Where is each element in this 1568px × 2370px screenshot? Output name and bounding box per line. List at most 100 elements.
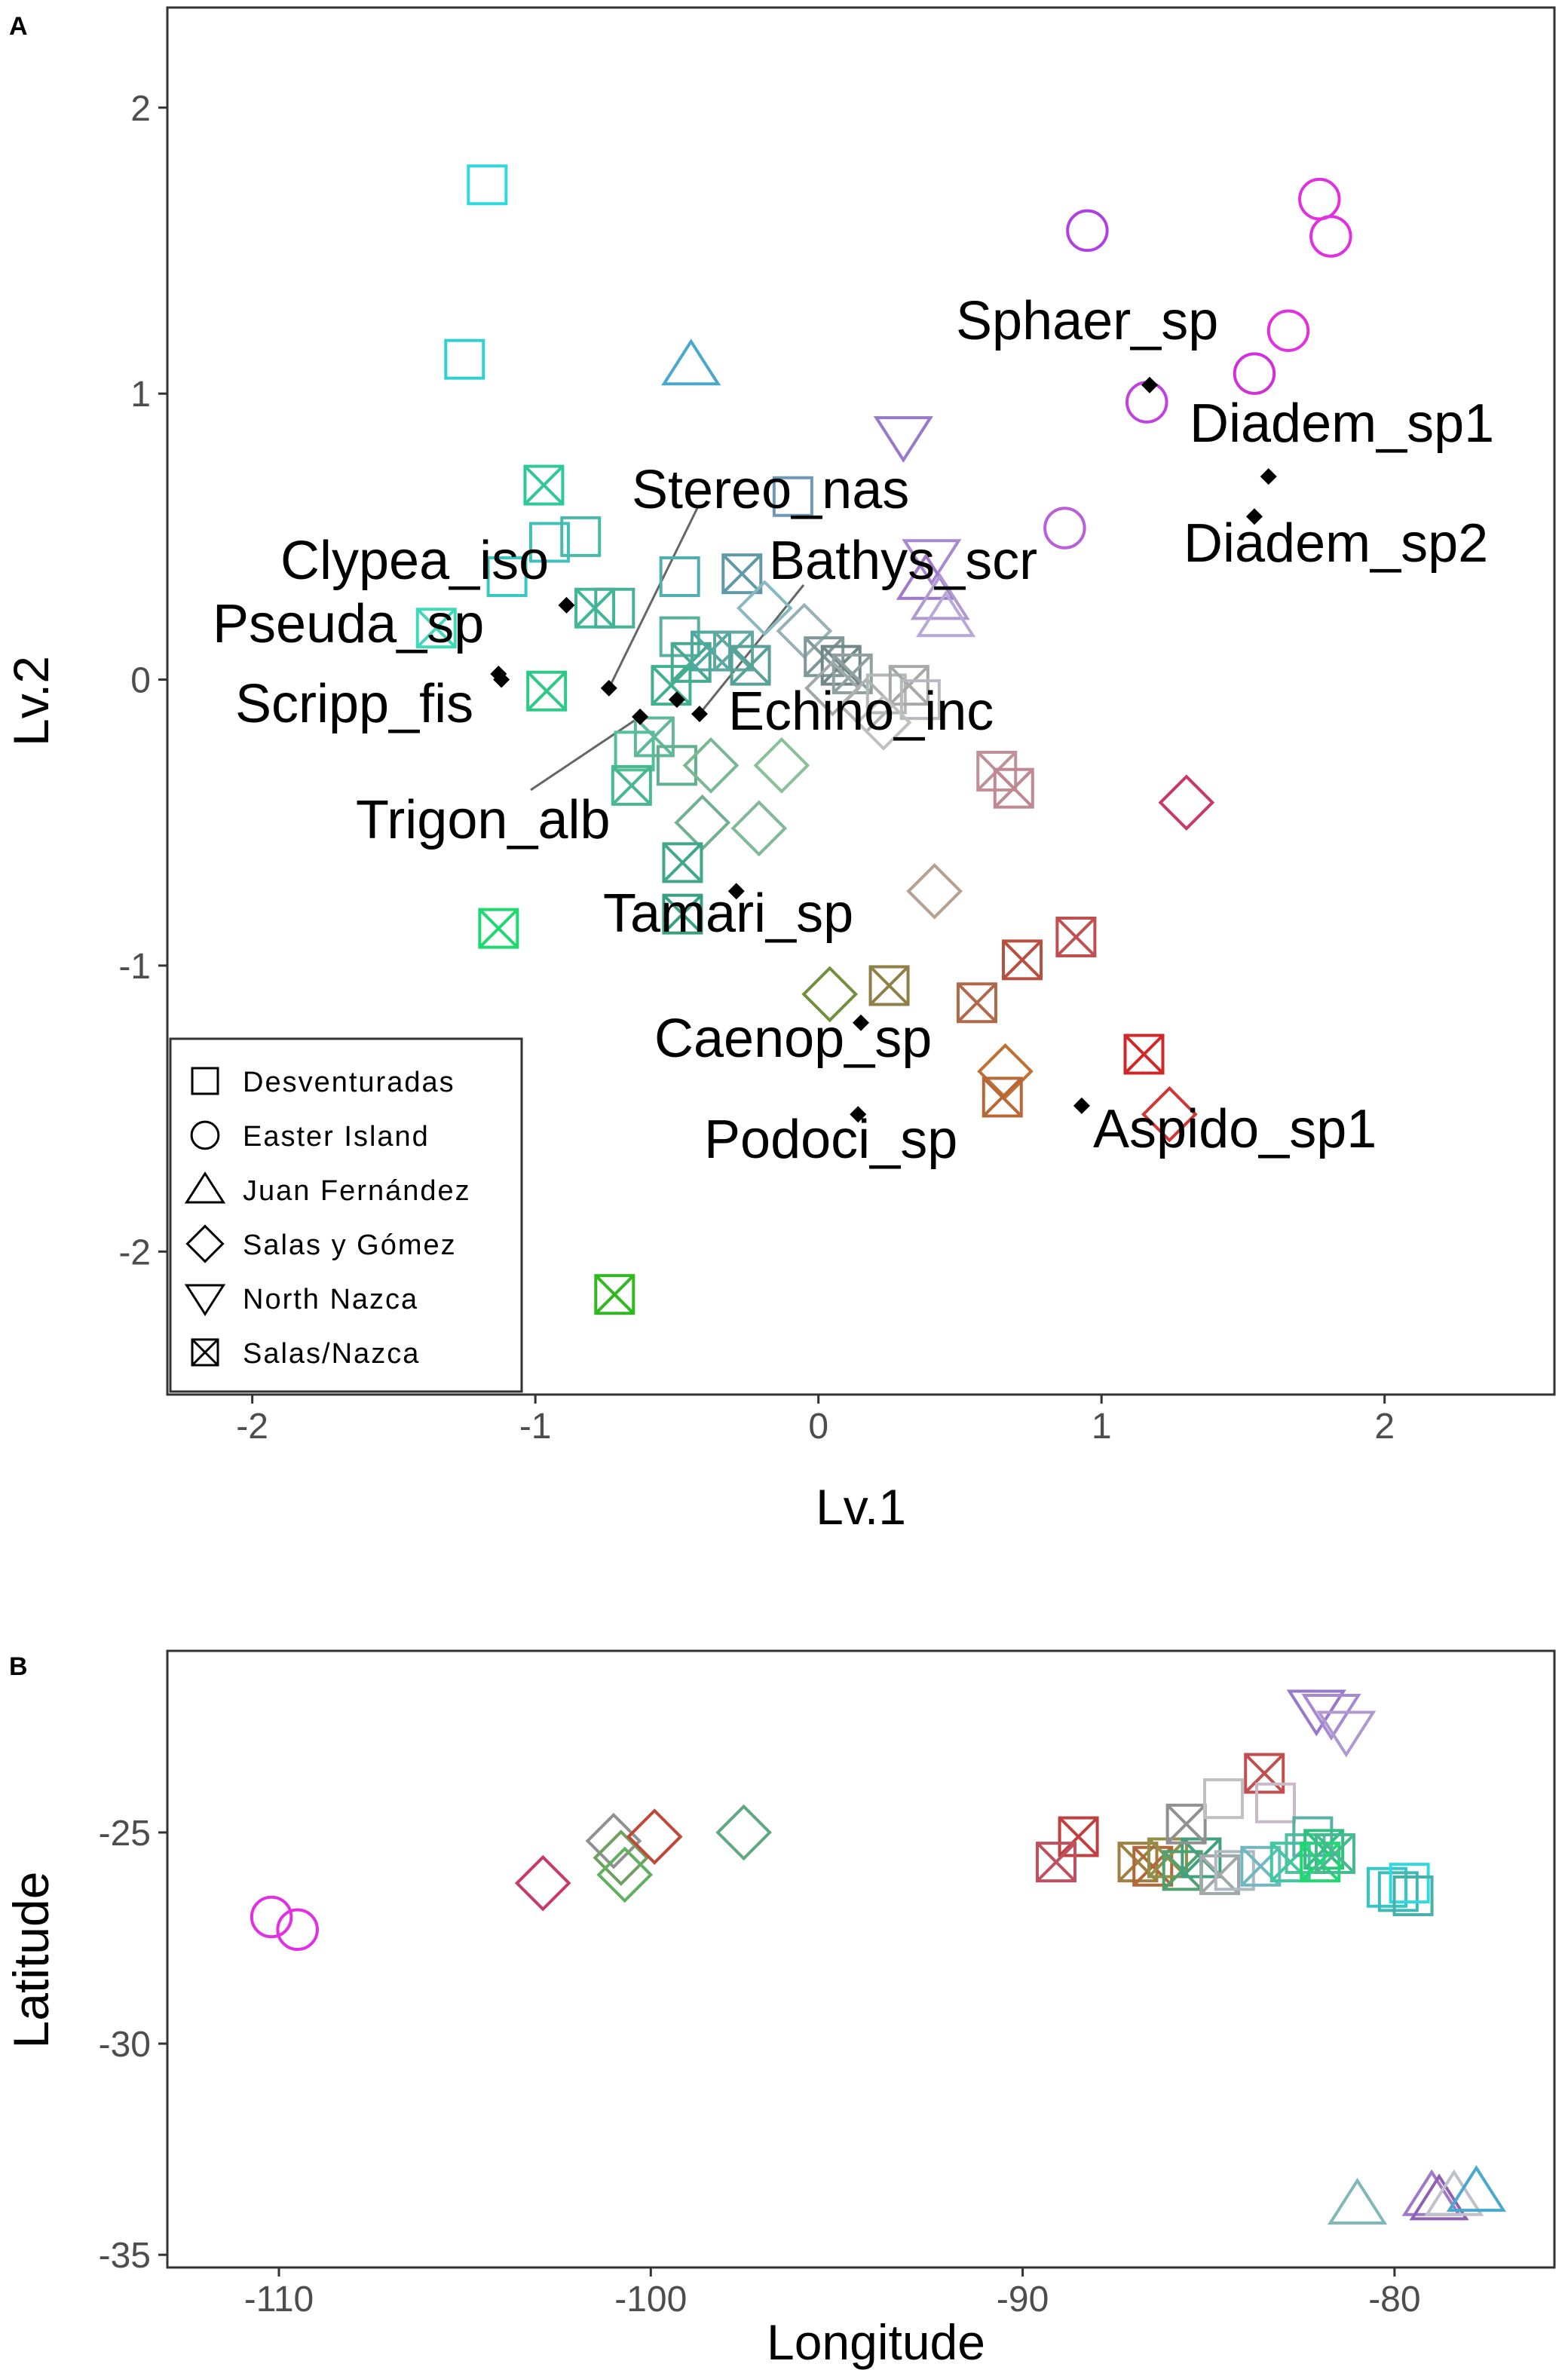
site-marker-a-10 [873,416,933,464]
y-tick-label: -35 [99,2236,151,2276]
site-marker-a-14 [916,590,976,638]
site-marker-b-34 [1392,1875,1434,1916]
panel-a-plot-border [166,6,1556,1396]
site-marker-b-1 [276,1908,319,1952]
site-marker-b-21 [1255,1782,1297,1823]
species-label-sphaer-sp: Sphaer_sp [956,291,1218,351]
species-label-diadem-sp1: Diadem_sp1 [1190,393,1494,454]
species-point-5 [691,706,708,723]
species-label-diadem-sp2: Diadem_sp2 [1184,513,1488,574]
panel-b-plot-border [166,1649,1556,2269]
x-tick-label: 2 [1374,1407,1395,1447]
site-marker-a-21 [721,553,763,595]
panel-b-letter: B [9,1652,28,1681]
site-marker-b-38 [1424,2169,1484,2216]
panel-a-y-axis-title: Lv.2 [3,656,59,746]
site-marker-a-6 [1266,309,1310,352]
site-marker-b-31 [1367,1866,1408,1908]
species-label-podoci-sp: Podoci_sp [704,1110,957,1170]
site-marker-a-4 [1298,177,1341,221]
species-label-clypea-iso: Clypea_iso [280,531,549,591]
site-marker-a-31 [651,665,692,706]
panel-a-species-labels: Sphaer_sp Diadem_sp1 Diadem_sp2 Stereo_nas C… [213,291,1494,1170]
site-marker-a-53 [478,908,519,949]
species-label-aspido-sp1: Aspido_sp1 [1093,1099,1377,1159]
site-marker-a-48 [753,737,810,794]
legend-label: North Nazca [243,1284,418,1315]
site-marker-a-51 [662,842,703,883]
site-marker-b-7 [715,1804,772,1861]
site-marker-a-20 [659,556,700,597]
legend: Desventuradas Easter Island Juan Fernández… [169,1037,523,1393]
species-point-11 [853,1014,869,1031]
species-point-4 [558,596,575,614]
site-marker-a-60 [956,982,997,1024]
species-point-1 [1260,468,1277,485]
panel-b-site-markers [250,1689,1506,2225]
legend-symbol-diamond [185,1224,225,1263]
site-marker-a-49 [674,794,731,851]
site-marker-a-41 [899,679,941,721]
site-marker-a-50 [730,800,788,857]
site-marker-a-39 [865,673,907,715]
x-tick-label: -1 [519,1407,552,1447]
species-label-stereo-nas: Stereo_nas [632,460,909,520]
panel-b-x-axis: -110 -100 -90 -80 [244,2267,1421,2319]
site-marker-a-56 [1158,774,1215,831]
site-marker-b-5 [596,1846,654,1903]
site-marker-b-4 [593,1830,650,1886]
site-marker-b-33 [1389,1863,1430,1904]
x-tick-label: -90 [997,2280,1049,2319]
site-marker-a-2 [661,338,721,386]
site-marker-a-58 [1055,916,1097,957]
site-marker-a-59 [1002,939,1043,981]
y-tick-label: -30 [99,2025,151,2065]
panel-a-site-markers [415,164,1352,1315]
site-marker-a-40 [888,665,929,706]
panel-a: A Sphaer_sp Diadem_sp1 Diadem_sp2 Stereo_na… [3,6,1556,1535]
site-marker-b-16 [1202,1778,1244,1820]
species-label-bathys-scr: Bathys_scr [769,531,1037,591]
site-marker-a-63 [977,1043,1034,1100]
site-marker-b-25 [1303,1829,1345,1870]
panel-a-x-axis: -2 -1 0 1 2 [236,1395,1395,1447]
panel-a-species-points [490,376,1277,1123]
species-label-trigon-alb: Trigon_alb [356,790,611,850]
species-point-10 [727,883,745,900]
species-point-3 [600,679,617,697]
site-marker-b-20 [1244,1753,1285,1794]
y-tick-label: -25 [99,1814,151,1854]
site-marker-b-0 [250,1895,293,1939]
site-marker-a-55 [993,767,1034,809]
site-marker-a-5 [1309,215,1352,258]
species-point-2 [1245,508,1263,525]
species-point-12 [850,1106,867,1123]
species-point-13 [1073,1097,1090,1114]
species-label-echino-inc: Echino_inc [728,681,994,742]
site-marker-b-29 [1301,1694,1361,1741]
site-marker-a-57 [906,862,963,920]
site-marker-a-16 [772,476,813,517]
site-marker-a-13 [910,573,970,620]
site-marker-b-9 [1035,1842,1076,1883]
site-marker-a-1 [444,338,485,380]
leader-line-stereo-nas [608,506,700,689]
site-marker-a-64 [982,1076,1023,1118]
panel-b: B -110 -100 -90 -80 -35 -30 -25 Longitude Lat… [3,1649,1556,2370]
site-marker-a-37 [804,660,861,717]
site-marker-a-42 [855,694,912,751]
legend-label: Desventuradas [243,1067,455,1098]
legend-symbol-triangle-down [184,1284,226,1317]
legend-symbol-square-x [191,1338,219,1367]
species-label-tamari-sp: Tamari_sp [603,883,853,944]
y-tick-label: -1 [118,947,151,987]
site-marker-a-30 [730,645,771,686]
species-point-0 [1141,376,1159,393]
y-tick-label: 0 [130,661,151,701]
legend-symbol-triangle [184,1171,226,1204]
site-marker-b-18 [1214,1850,1255,1891]
site-marker-a-45 [611,764,652,806]
site-marker-a-66 [1141,1085,1198,1143]
site-marker-a-52 [662,893,703,935]
species-label-caenop-sp: Caenop_sp [654,1009,932,1069]
